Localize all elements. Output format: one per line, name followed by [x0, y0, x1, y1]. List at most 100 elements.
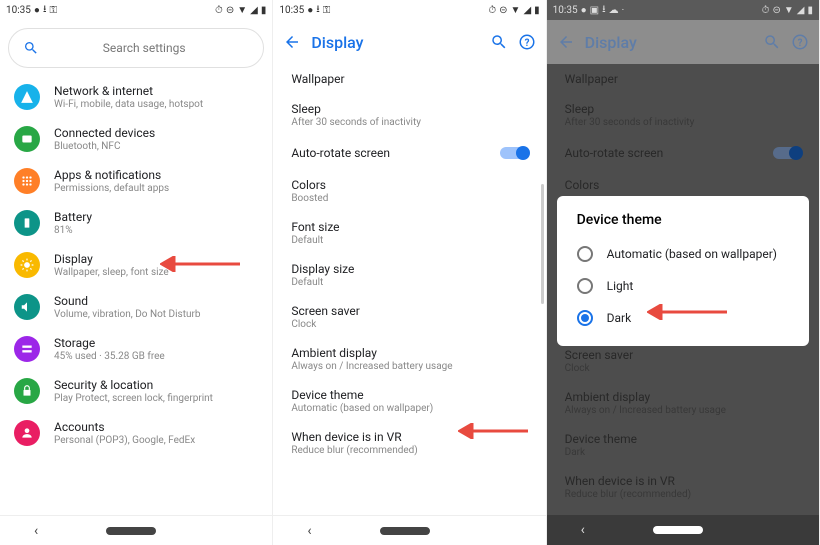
download-icon: ⭳ — [316, 2, 320, 19]
status-bar: 10:35 ● ⭳ ⚿ ⏱ ⊝ ▼ ◢ ▮ — [273, 0, 545, 20]
dnd-icon: ⊝ — [499, 5, 507, 16]
row-network[interactable]: Network & internetWi-Fi, mobile, data us… — [0, 76, 272, 118]
row-colors[interactable]: ColorsBoosted — [273, 170, 545, 212]
phone-settings-main: 10:35 ● ⭳ ⚿ ⏱ ⊝ ▼ ◢ ▮ Search settings Ne… — [0, 0, 273, 545]
row-title: Colors — [291, 178, 527, 192]
svg-text:?: ? — [524, 38, 529, 49]
storage-icon — [20, 342, 34, 356]
row-apps[interactable]: Apps & notificationsPermissions, default… — [0, 160, 272, 202]
row-sub: Bluetooth, NFC — [54, 141, 258, 152]
search-icon — [23, 40, 39, 56]
row-storage[interactable]: Storage45% used · 35.28 GB free — [0, 328, 272, 370]
accounts-icon — [20, 426, 34, 440]
row-title: Display size — [291, 262, 527, 276]
row-displaysize[interactable]: Display sizeDefault — [273, 254, 545, 296]
row-title: Apps & notifications — [54, 168, 258, 182]
row-devices[interactable]: Connected devicesBluetooth, NFC — [0, 118, 272, 160]
phone-theme-dialog: 10:35 ● ▣ ⭳ ☁ · ⏱ ⊝ ▼ ◢ ▮ Display ? Wall… — [547, 0, 820, 545]
battery-icon: ▮ — [534, 5, 540, 16]
sound-icon — [20, 300, 34, 314]
nav-back[interactable]: ‹ — [307, 523, 311, 539]
key-icon: ⚿ — [323, 5, 331, 16]
row-accounts[interactable]: AccountsPersonal (POP3), Google, FedEx — [0, 412, 272, 454]
nav-back[interactable]: ‹ — [581, 522, 585, 538]
radio-icon — [577, 310, 593, 326]
alarm-icon: ⏱ — [215, 5, 223, 16]
appbar-title: Display — [585, 33, 753, 52]
row-battery[interactable]: Battery81% — [0, 202, 272, 244]
devices-icon — [20, 132, 34, 146]
display-content-dimmed: Wallpaper SleepAfter 30 seconds of inact… — [547, 64, 819, 515]
search-icon[interactable] — [490, 33, 508, 51]
app-bar: Display ? — [273, 20, 545, 64]
row-sub: 45% used · 35.28 GB free — [54, 351, 258, 362]
status-bar: 10:35 ● ⭳ ⚿ ⏱ ⊝ ▼ ◢ ▮ — [0, 0, 272, 20]
svg-text:?: ? — [798, 38, 803, 49]
battery-row-icon — [20, 216, 34, 230]
search-settings[interactable]: Search settings — [8, 28, 264, 68]
row-sub: Volume, vibration, Do Not Disturb — [54, 309, 258, 320]
row-screensaver[interactable]: Screen saverClock — [273, 296, 545, 338]
row-ambient[interactable]: Ambient displayAlways on / Increased bat… — [273, 338, 545, 380]
nav-bar: ‹ — [0, 515, 272, 545]
scrollbar[interactable] — [541, 184, 544, 304]
row-sound[interactable]: SoundVolume, vibration, Do Not Disturb — [0, 286, 272, 328]
row-title: Device theme — [291, 388, 527, 402]
alarm-icon: ⏱ — [762, 5, 770, 16]
appbar-title: Display — [311, 33, 479, 52]
option-label: Dark — [607, 311, 632, 325]
row-sub: Default — [291, 277, 527, 288]
row-title: Accounts — [54, 420, 258, 434]
signal-icon: ◢ — [797, 5, 805, 16]
nav-home-pill[interactable] — [653, 526, 703, 534]
nav-bar: ‹ — [547, 515, 819, 545]
app-bar: Display ? — [547, 20, 819, 64]
network-icon — [20, 90, 34, 104]
theme-option-light[interactable]: Light — [563, 270, 803, 302]
row-sleep[interactable]: SleepAfter 30 seconds of inactivity — [273, 94, 545, 136]
row-title: Screen saver — [291, 304, 527, 318]
annotation-arrow — [647, 304, 727, 320]
download-icon: ⭳ — [43, 2, 47, 19]
nav-home-pill[interactable] — [106, 527, 156, 535]
back-icon[interactable] — [557, 33, 575, 51]
cast-icon: ▣ — [590, 5, 599, 16]
row-sub: After 30 seconds of inactivity — [291, 117, 527, 128]
battery-icon: ▮ — [807, 5, 813, 16]
theme-option-auto[interactable]: Automatic (based on wallpaper) — [563, 238, 803, 270]
messenger-icon: ● — [34, 5, 40, 16]
display-content: Wallpaper SleepAfter 30 seconds of inact… — [273, 64, 545, 515]
row-devicetheme[interactable]: Device themeAutomatic (based on wallpape… — [273, 380, 545, 422]
row-sub: Personal (POP3), Google, FedEx — [54, 435, 258, 446]
row-fontsize[interactable]: Font sizeDefault — [273, 212, 545, 254]
alarm-icon: ⏱ — [488, 5, 496, 16]
search-icon[interactable] — [763, 33, 781, 51]
row-title: Battery — [54, 210, 258, 224]
cloud-icon: ☁ — [609, 5, 619, 16]
row-wallpaper[interactable]: Wallpaper — [273, 64, 545, 94]
help-icon[interactable]: ? — [791, 33, 809, 51]
annotation-arrow — [458, 423, 528, 439]
nav-back[interactable]: ‹ — [34, 523, 38, 539]
row-sub: Clock — [291, 319, 527, 330]
back-icon[interactable] — [283, 33, 301, 51]
row-sub: Always on / Increased battery usage — [291, 361, 527, 372]
wifi-icon: ▼ — [237, 5, 247, 16]
signal-icon: ◢ — [250, 5, 258, 16]
row-sub: Boosted — [291, 193, 527, 204]
option-label: Automatic (based on wallpaper) — [607, 247, 777, 261]
row-sub: Play Protect, screen lock, fingerprint — [54, 393, 258, 404]
messenger-icon: ● — [307, 5, 313, 16]
settings-main-content: Search settings Network & internetWi-Fi,… — [0, 20, 272, 515]
signal-icon: ◢ — [523, 5, 531, 16]
row-title: Ambient display — [291, 346, 527, 360]
row-title: Auto-rotate screen — [291, 146, 390, 160]
radio-icon — [577, 278, 593, 294]
toggle-switch[interactable] — [500, 147, 528, 159]
row-autorotate[interactable]: Auto-rotate screen — [273, 136, 545, 170]
help-icon[interactable]: ? — [518, 33, 536, 51]
row-title: Network & internet — [54, 84, 258, 98]
row-security[interactable]: Security & locationPlay Protect, screen … — [0, 370, 272, 412]
status-bar: 10:35 ● ▣ ⭳ ☁ · ⏱ ⊝ ▼ ◢ ▮ — [547, 0, 819, 20]
nav-home-pill[interactable] — [380, 527, 430, 535]
